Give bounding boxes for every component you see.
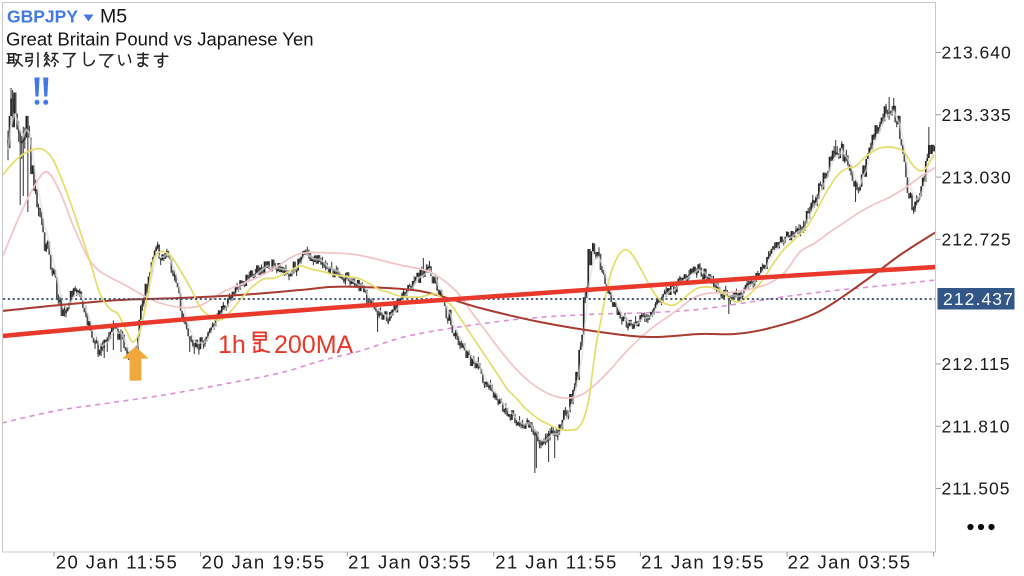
svg-text:212.725: 212.725 [942, 230, 1012, 250]
svg-text:21 Jan 03:55: 21 Jan 03:55 [348, 552, 472, 573]
svg-text:GBPJPY: GBPJPY [7, 7, 78, 27]
svg-text:21 Jan 11:55: 21 Jan 11:55 [495, 552, 617, 573]
svg-text:1h: 1h [218, 331, 246, 359]
svg-text:213.335: 213.335 [942, 105, 1012, 125]
svg-text:M5: M5 [100, 6, 127, 28]
svg-text:20 Jan 19:55: 20 Jan 19:55 [202, 552, 326, 573]
svg-text:211.505: 211.505 [942, 479, 1011, 499]
svg-text:22 Jan 03:55: 22 Jan 03:55 [788, 552, 912, 573]
svg-text:213.640: 213.640 [942, 43, 1012, 63]
svg-text:213.030: 213.030 [942, 167, 1012, 187]
svg-text:211.810: 211.810 [942, 416, 1011, 436]
svg-text:21 Jan 19:55: 21 Jan 19:55 [641, 552, 765, 573]
svg-text:20 Jan 11:55: 20 Jan 11:55 [56, 552, 178, 573]
svg-text:Great Britain Pound vs Japanes: Great Britain Pound vs Japanese Yen [6, 29, 314, 50]
svg-text:212.437: 212.437 [943, 289, 1014, 309]
svg-text:200MA: 200MA [274, 331, 354, 359]
svg-text:212.115: 212.115 [942, 354, 1011, 374]
